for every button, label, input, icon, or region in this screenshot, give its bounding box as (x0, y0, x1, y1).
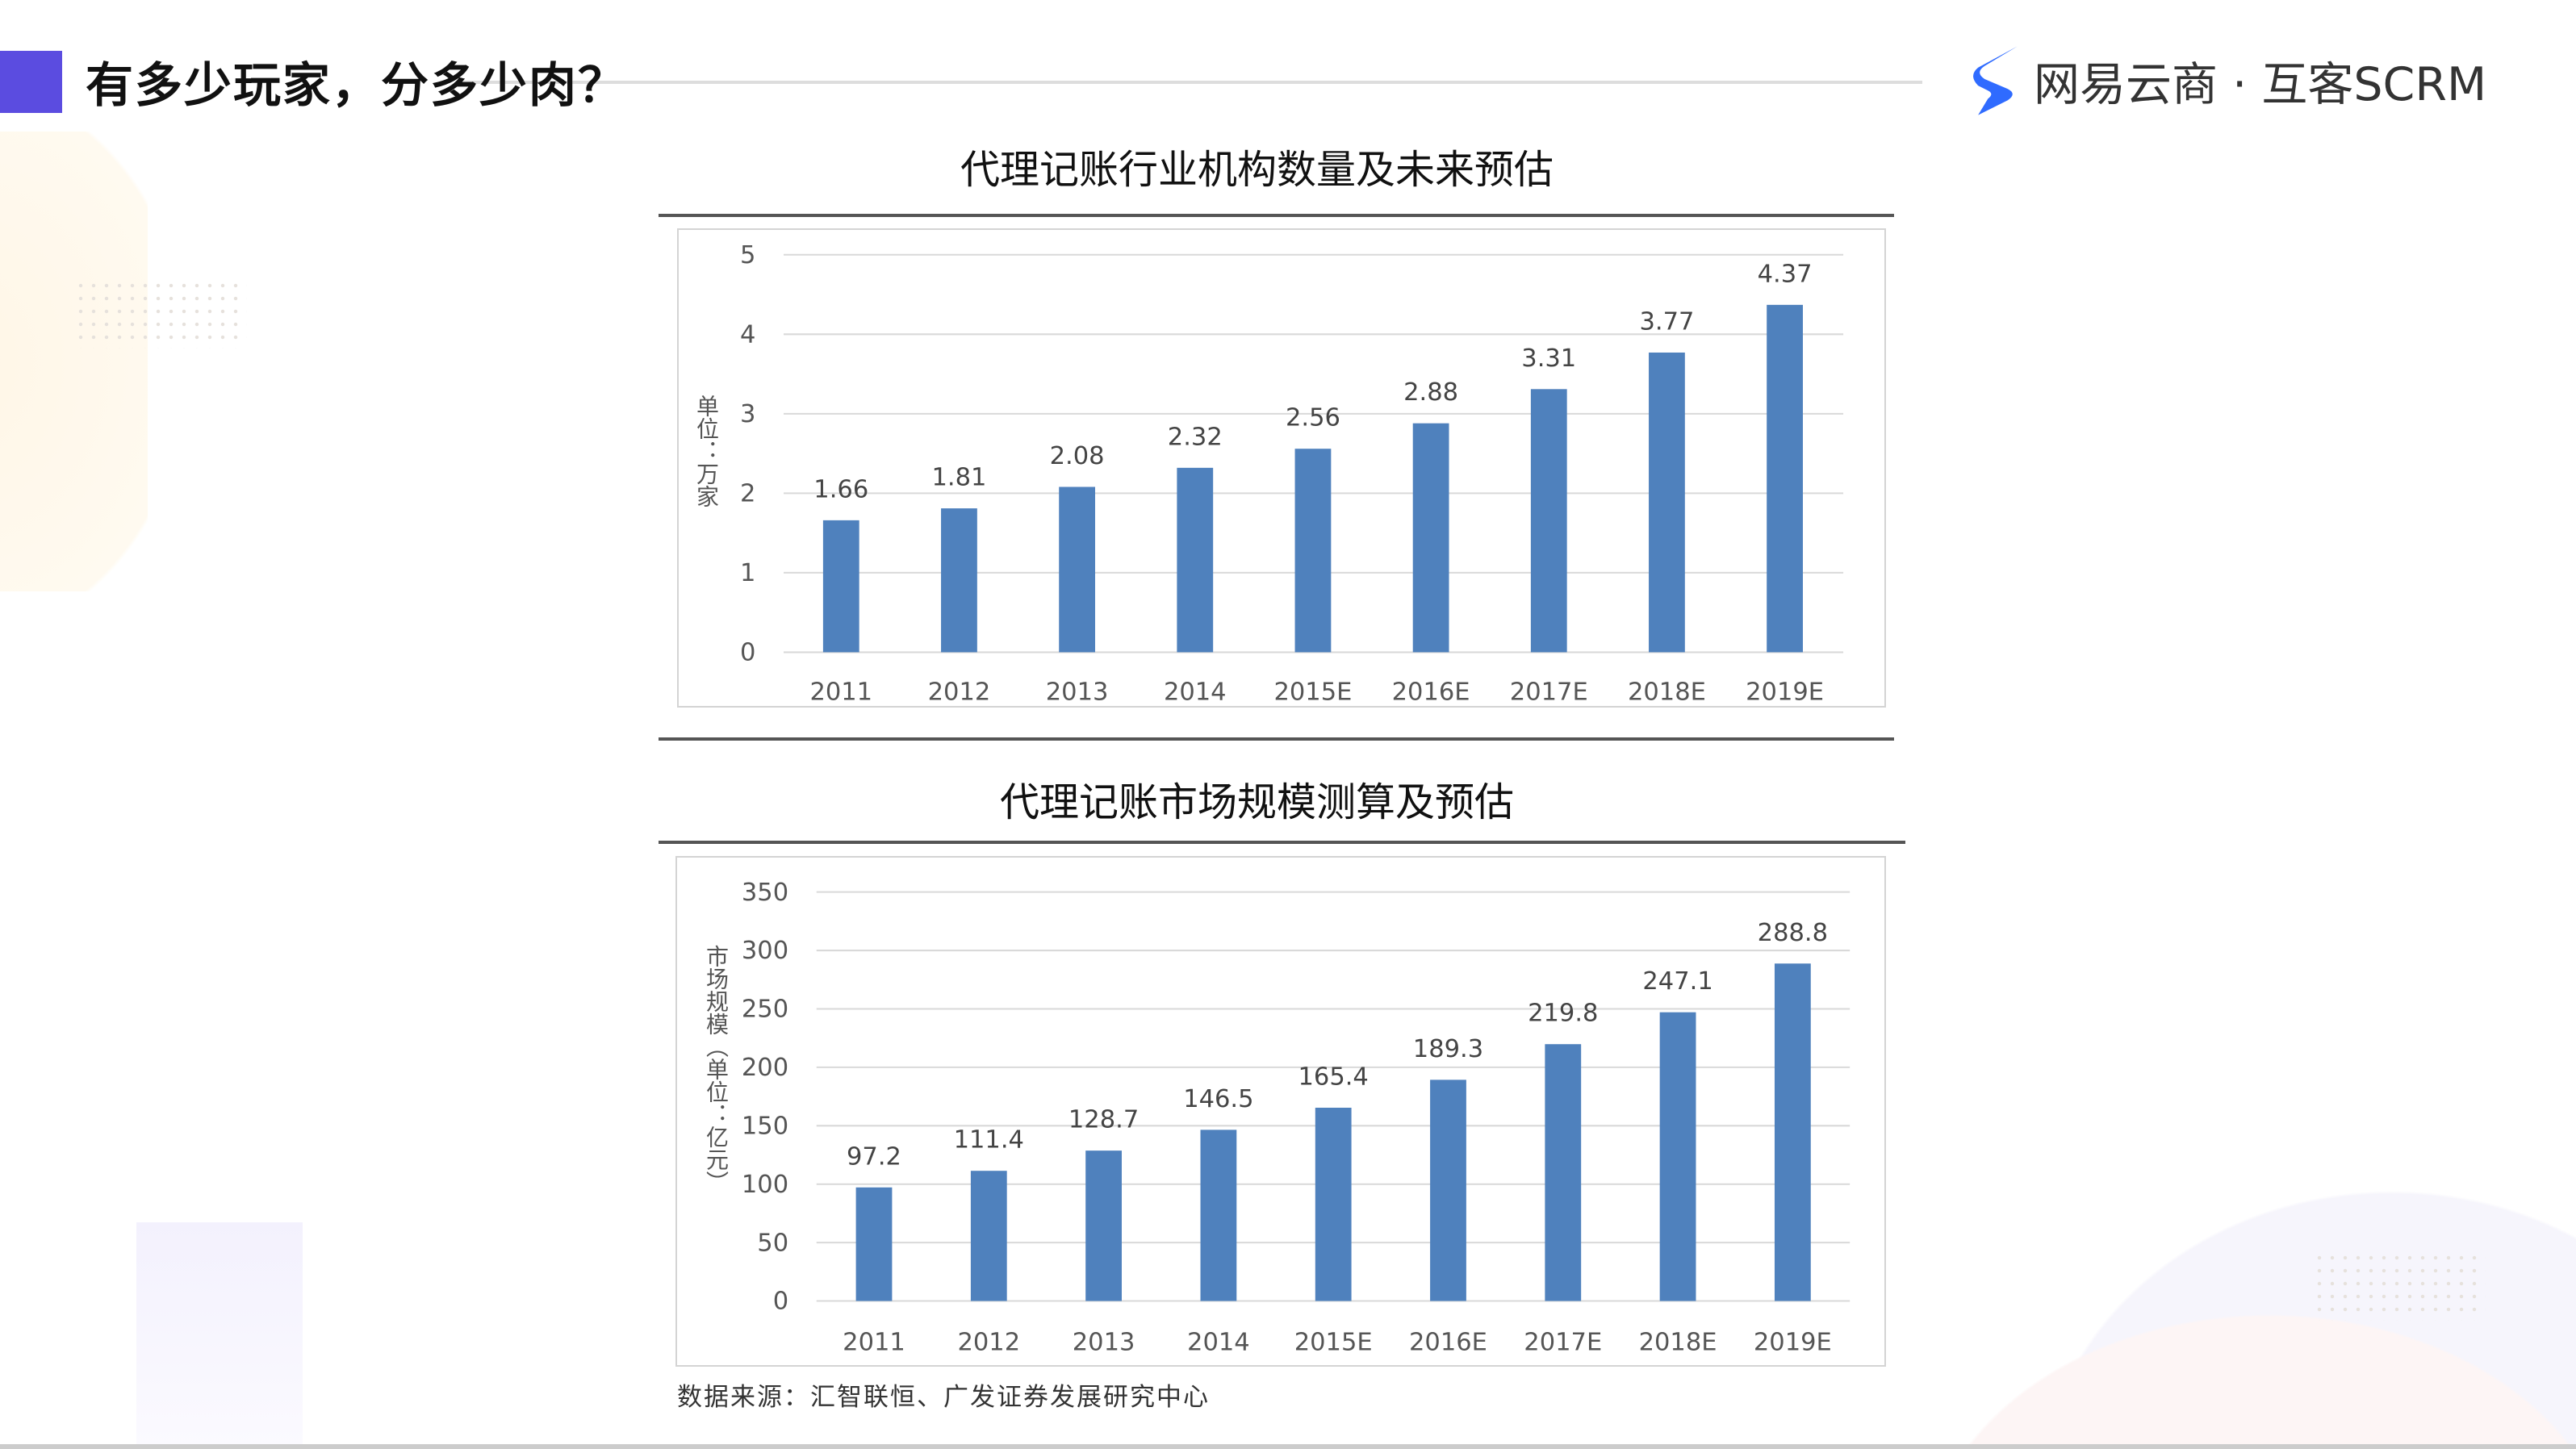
x-tick-label: 2017E (1510, 678, 1588, 706)
divider (659, 214, 1894, 217)
x-tick-label: 2011 (843, 1329, 905, 1357)
bar (970, 1171, 1007, 1301)
divider (659, 737, 1894, 741)
x-tick-label: 2018E (1628, 678, 1706, 706)
bar (1085, 1150, 1122, 1301)
bar (941, 508, 977, 653)
x-tick-label: 2011 (809, 678, 872, 706)
data-label: 128.7 (1068, 1106, 1139, 1134)
data-label: 146.5 (1183, 1085, 1253, 1113)
title-divider (460, 81, 1922, 84)
data-label: 2.32 (1168, 423, 1223, 451)
data-label: 1.81 (931, 464, 986, 492)
y-tick-label: 0 (740, 639, 755, 667)
x-tick-label: 2016E (1392, 678, 1470, 706)
data-label: 288.8 (1758, 919, 1828, 947)
y-tick-label: 4 (740, 320, 755, 349)
bar (1767, 304, 1803, 653)
x-tick-label: 2013 (1073, 1329, 1135, 1357)
data-label: 3.77 (1639, 307, 1694, 336)
x-tick-label: 2012 (957, 1329, 1020, 1357)
bar (1659, 1012, 1696, 1301)
x-tick-label: 2015E (1273, 678, 1352, 706)
decorative-rect (136, 1222, 303, 1449)
x-tick-label: 2014 (1187, 1329, 1250, 1357)
y-tick-label: 300 (742, 937, 788, 965)
bar (855, 1187, 893, 1301)
page-title: 有多少玩家，分多少肉？ (86, 57, 628, 113)
bar (1545, 1044, 1582, 1301)
y-tick-label: 250 (742, 996, 788, 1024)
y-tick-label: 5 (740, 241, 755, 269)
bar (1430, 1079, 1466, 1301)
x-tick-label: 2015E (1294, 1329, 1373, 1357)
bar (1649, 352, 1685, 653)
decorative-circle (0, 132, 148, 591)
x-tick-label: 2018E (1639, 1329, 1717, 1357)
decorative-dots (74, 279, 247, 349)
decorative-circle (1922, 1314, 2576, 1444)
y-axis-label: 单位：万家 (693, 395, 720, 507)
bar (1294, 449, 1332, 653)
data-label: 3.31 (1521, 345, 1576, 373)
data-label: 4.37 (1758, 260, 1813, 288)
y-tick-label: 2 (740, 480, 755, 508)
data-label: 2.08 (1050, 442, 1105, 470)
data-label: 189.3 (1413, 1035, 1483, 1063)
y-tick-label: 3 (740, 400, 755, 428)
x-tick-label: 2012 (928, 678, 991, 706)
bar (822, 520, 859, 653)
y-tick-label: 1 (740, 559, 755, 587)
x-tick-label: 2013 (1046, 678, 1109, 706)
bar (1530, 389, 1567, 653)
data-label: 97.2 (847, 1142, 901, 1171)
y-tick-label: 0 (773, 1288, 788, 1316)
data-source: 数据来源：汇智联恒、广发证券发展研究中心 (677, 1383, 1210, 1412)
data-label: 1.66 (813, 475, 868, 503)
data-label: 219.8 (1528, 1000, 1598, 1028)
x-tick-label: 2017E (1524, 1329, 1602, 1357)
data-label: 2.56 (1286, 404, 1340, 432)
x-tick-label: 2016E (1409, 1329, 1487, 1357)
bar (1059, 486, 1096, 653)
data-label: 247.1 (1642, 967, 1712, 996)
y-tick-label: 150 (742, 1112, 788, 1140)
title-accent (0, 51, 62, 113)
data-label: 111.4 (954, 1126, 1024, 1155)
y-axis-label: 市场规模（单位：亿元） (703, 945, 730, 1193)
y-tick-label: 200 (742, 1054, 788, 1082)
bottom-bar (0, 1444, 2576, 1449)
logo-text: 网易云商 · 互客SCRM (2034, 58, 2487, 111)
bar (1315, 1107, 1352, 1301)
y-tick-label: 100 (742, 1171, 788, 1199)
y-tick-label: 50 (757, 1229, 788, 1257)
data-label: 165.4 (1298, 1063, 1368, 1091)
bar (1412, 423, 1449, 653)
bar (1200, 1130, 1237, 1301)
decorative-dots (2313, 1251, 2486, 1321)
x-tick-label: 2014 (1164, 678, 1227, 706)
chart-title: 代理记账市场规模测算及预估 (999, 779, 1514, 825)
logo-icon (1973, 46, 2018, 115)
logo: 网易云商 · 互客SCRM (1972, 43, 2486, 119)
chart-title: 代理记账行业机构数量及未来预估 (960, 147, 1554, 193)
x-tick-label: 2019E (1754, 1329, 1832, 1357)
divider (659, 841, 1905, 844)
bar (1177, 467, 1214, 653)
x-tick-label: 2019E (1746, 678, 1824, 706)
bar (1774, 963, 1811, 1301)
y-tick-label: 350 (742, 879, 788, 907)
data-label: 2.88 (1403, 378, 1458, 407)
